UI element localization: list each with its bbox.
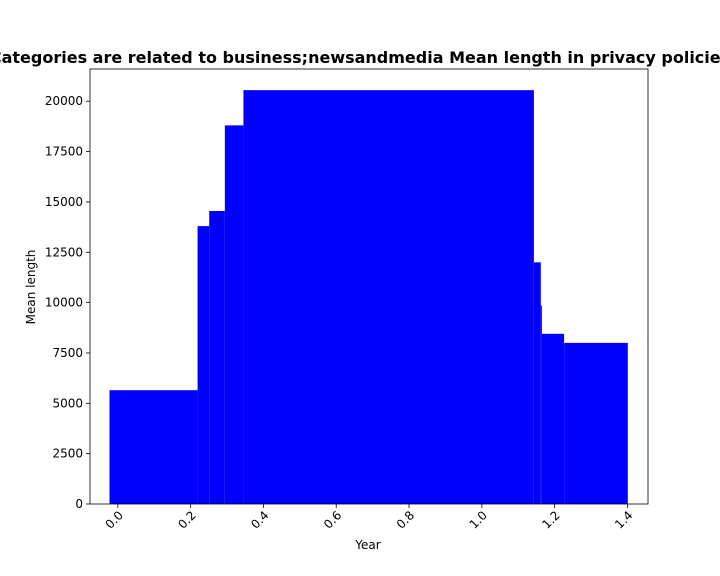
x-axis-label: Year bbox=[354, 538, 380, 552]
bar-6 bbox=[540, 305, 542, 504]
bar-7 bbox=[541, 333, 565, 504]
x-tick-label-6: 1.2 bbox=[539, 508, 562, 531]
x-tick-label-4: 0.8 bbox=[394, 508, 417, 531]
y-axis-label: Mean length bbox=[24, 250, 38, 325]
x-tick-label-7: 1.4 bbox=[612, 508, 635, 531]
y-tick-label-5: 12500 bbox=[45, 245, 83, 259]
plot-frame bbox=[89, 68, 649, 505]
y-tick-label-7: 17500 bbox=[45, 145, 83, 159]
bar-1 bbox=[197, 226, 210, 505]
x-tick-label-5: 1.0 bbox=[467, 508, 490, 531]
bar-0 bbox=[109, 390, 198, 504]
y-tick-label-3: 7500 bbox=[52, 346, 83, 360]
y-tick-label-8: 20000 bbox=[45, 94, 83, 108]
y-tick-label-1: 2500 bbox=[52, 447, 83, 461]
bar-2 bbox=[209, 210, 225, 504]
x-tick-label-1: 0.2 bbox=[175, 508, 198, 531]
bar-group bbox=[109, 90, 628, 505]
x-tick-label-0: 0.0 bbox=[103, 508, 126, 531]
bar-8 bbox=[564, 342, 628, 504]
bar-3 bbox=[224, 125, 244, 504]
y-tick-label-4: 10000 bbox=[45, 296, 83, 310]
x-axis: 0.0 0.2 0.4 0.6 0.8 1.0 1.2 1.4 bbox=[103, 504, 636, 532]
x-tick-label-2: 0.4 bbox=[248, 508, 271, 531]
bar-5 bbox=[533, 262, 541, 504]
y-tick-label-0: 0 bbox=[75, 497, 83, 511]
y-tick-label-2: 5000 bbox=[52, 396, 83, 410]
x-tick-label-3: 0.6 bbox=[321, 508, 344, 531]
bar-4 bbox=[243, 90, 534, 504]
y-axis: 0 2500 5000 7500 10000 12500 15000 17500 20000 bbox=[45, 94, 90, 511]
y-tick-label-6: 15000 bbox=[45, 195, 83, 209]
chart-title: Categories are related to business;newsa… bbox=[0, 48, 720, 67]
